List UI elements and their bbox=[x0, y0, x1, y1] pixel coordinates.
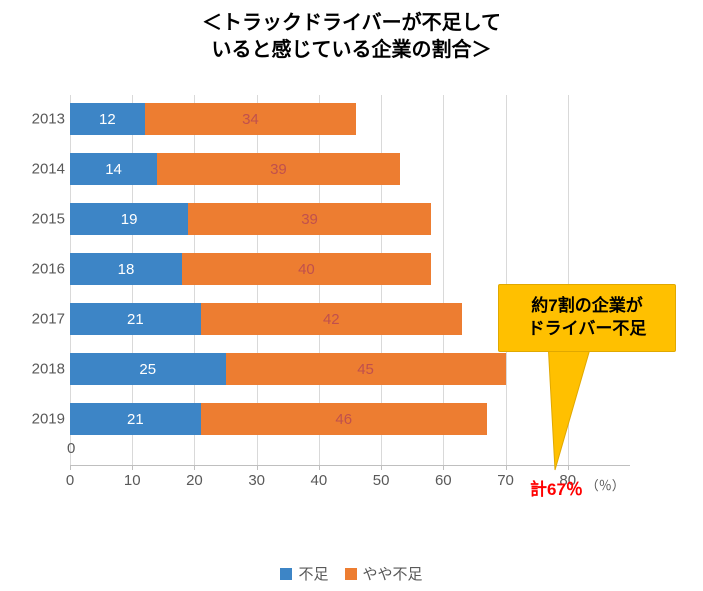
x-axis-tick bbox=[257, 465, 258, 470]
bar-segment: 45 bbox=[226, 353, 506, 385]
x-axis-label: 40 bbox=[311, 472, 328, 489]
y-axis-label: 2017 bbox=[15, 311, 65, 328]
bar-segment: 18 bbox=[70, 253, 182, 285]
x-axis-tick bbox=[132, 465, 133, 470]
title-line-2: いると感じている企業の割合＞ bbox=[212, 39, 492, 61]
x-axis-label: 20 bbox=[186, 472, 203, 489]
bar-row: 20192146 bbox=[70, 403, 630, 435]
x-axis-tick bbox=[319, 465, 320, 470]
callout-line-2: ドライバー不足 bbox=[528, 319, 647, 338]
bar-row: 20182545 bbox=[70, 353, 630, 385]
bar-segment: 12 bbox=[70, 103, 145, 135]
chart-title: ＜トラックドライバーが不足して いると感じている企業の割合＞ bbox=[0, 0, 703, 64]
total-annotation-text: 計67％ bbox=[530, 480, 583, 499]
bar-segment: 14 bbox=[70, 153, 157, 185]
bar-segment: 19 bbox=[70, 203, 188, 235]
x-axis-tick bbox=[70, 465, 71, 470]
legend-swatch bbox=[345, 568, 357, 580]
y-axis-label: 2018 bbox=[15, 361, 65, 378]
x-axis-line bbox=[70, 465, 630, 466]
bar-segment: 34 bbox=[145, 103, 357, 135]
bar-segment: 21 bbox=[70, 303, 201, 335]
x-axis-tick bbox=[443, 465, 444, 470]
x-axis-tick bbox=[506, 465, 507, 470]
bar-row: 20151939 bbox=[70, 203, 630, 235]
x-axis-label: 0 bbox=[66, 472, 74, 489]
legend-label: 不足 bbox=[298, 563, 328, 584]
title-line-1: ＜トラックドライバーが不足して bbox=[202, 12, 501, 34]
bar-segment: 21 bbox=[70, 403, 201, 435]
x-axis-label: 10 bbox=[124, 472, 141, 489]
legend-item: 不足 bbox=[280, 563, 328, 584]
legend-swatch bbox=[280, 568, 292, 580]
x-axis-tick bbox=[194, 465, 195, 470]
bar-row: 20141439 bbox=[70, 153, 630, 185]
legend-item: やや不足 bbox=[345, 563, 423, 584]
bar-row: 20161840 bbox=[70, 253, 630, 285]
bar-segment: 39 bbox=[188, 203, 431, 235]
bar-segment: 46 bbox=[201, 403, 487, 435]
callout-line-1: 約7割の企業が bbox=[531, 296, 642, 315]
x-axis-label: 70 bbox=[497, 472, 514, 489]
zero-origin-label: 0 bbox=[67, 440, 75, 457]
callout-box: 約7割の企業が ドライバー不足 bbox=[498, 284, 676, 352]
y-axis-label: 2015 bbox=[15, 211, 65, 228]
y-axis-label: 2019 bbox=[15, 411, 65, 428]
bar-segment: 40 bbox=[182, 253, 431, 285]
x-axis-label: 60 bbox=[435, 472, 452, 489]
x-axis-tick bbox=[568, 465, 569, 470]
x-axis-unit-label: （％） bbox=[586, 475, 625, 494]
legend-label: やや不足 bbox=[363, 563, 423, 584]
x-axis-tick bbox=[381, 465, 382, 470]
x-axis-label: 50 bbox=[373, 472, 390, 489]
bar-segment: 42 bbox=[201, 303, 462, 335]
y-axis-label: 2016 bbox=[15, 261, 65, 278]
bar-segment: 39 bbox=[157, 153, 400, 185]
legend: 不足 やや不足 bbox=[0, 563, 703, 584]
bar-row: 20131234 bbox=[70, 103, 630, 135]
x-axis-label: 30 bbox=[248, 472, 265, 489]
bar-segment: 25 bbox=[70, 353, 226, 385]
y-axis-label: 2013 bbox=[15, 111, 65, 128]
total-annotation: 計67％ bbox=[530, 475, 583, 500]
y-axis-label: 2014 bbox=[15, 161, 65, 178]
